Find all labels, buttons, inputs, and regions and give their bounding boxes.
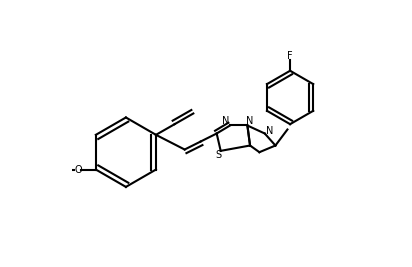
Text: F: F (287, 51, 293, 61)
Text: S: S (215, 150, 221, 160)
Text: N: N (222, 116, 230, 127)
Text: N: N (246, 116, 254, 127)
Text: O: O (75, 164, 82, 175)
Text: N: N (267, 126, 274, 136)
